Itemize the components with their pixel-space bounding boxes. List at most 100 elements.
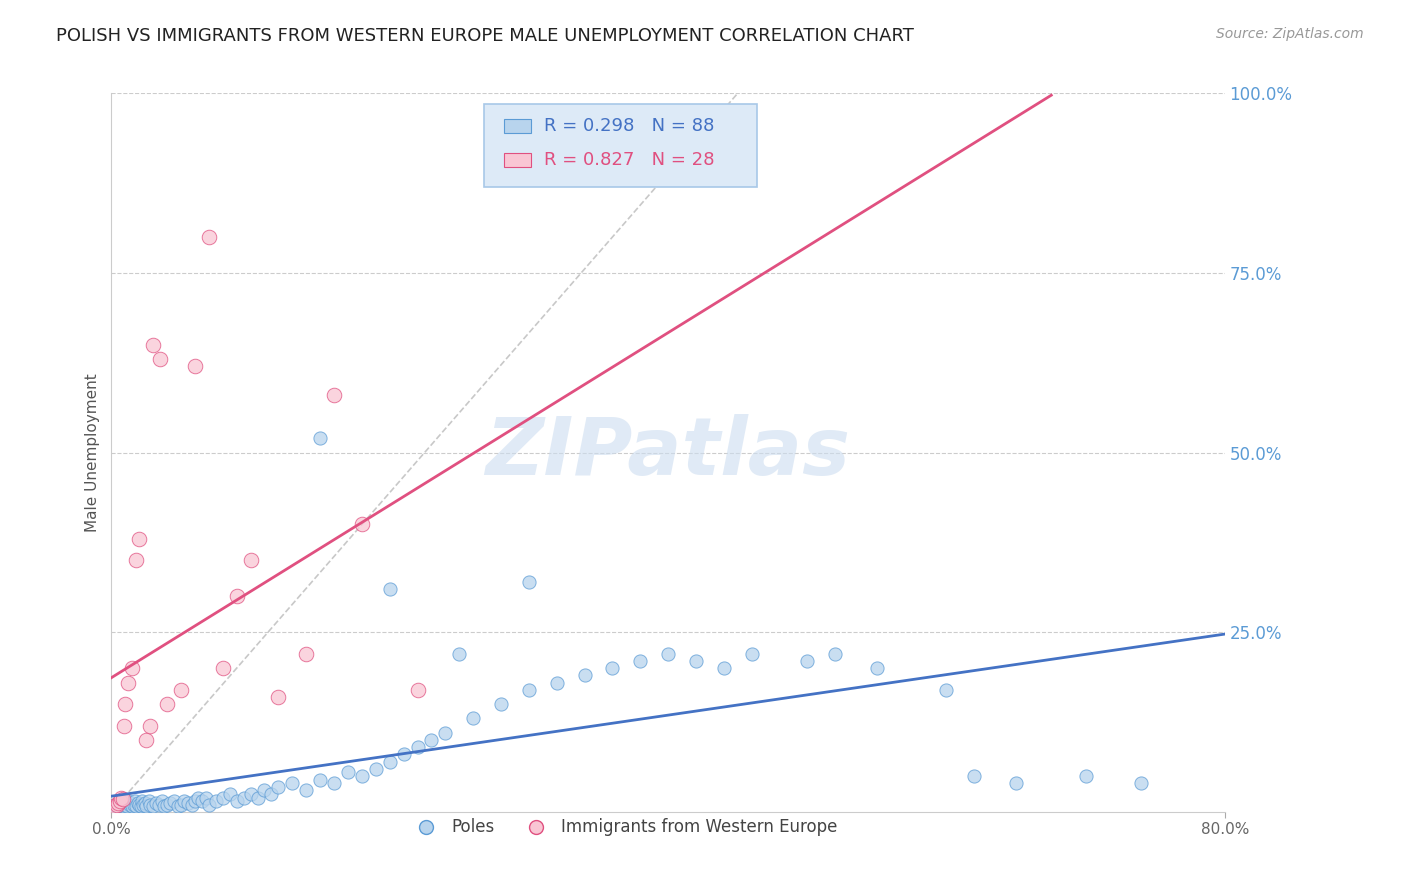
Point <box>378 582 401 596</box>
Point <box>121 661 143 675</box>
Point <box>211 790 233 805</box>
Point <box>139 719 162 733</box>
Point <box>114 697 136 711</box>
Point <box>138 794 160 808</box>
Point <box>177 797 200 811</box>
Point <box>134 797 156 811</box>
Text: ZIPatlas: ZIPatlas <box>485 414 851 491</box>
Point <box>139 797 162 812</box>
Point <box>195 790 218 805</box>
Point <box>420 733 443 747</box>
Point <box>124 794 146 808</box>
Point <box>253 783 276 797</box>
Point <box>517 574 540 589</box>
Point <box>323 776 346 790</box>
Point <box>309 431 332 445</box>
Point <box>281 776 304 790</box>
Point <box>406 740 429 755</box>
Point <box>963 769 986 783</box>
Bar <box>505 119 531 133</box>
Point <box>350 769 373 783</box>
Text: POLISH VS IMMIGRANTS FROM WESTERN EUROPE MALE UNEMPLOYMENT CORRELATION CHART: POLISH VS IMMIGRANTS FROM WESTERN EUROPE… <box>56 27 914 45</box>
Point <box>115 799 138 814</box>
Point <box>187 790 209 805</box>
Point <box>125 553 148 567</box>
Point <box>121 799 143 814</box>
Point <box>114 797 136 812</box>
Point <box>657 647 679 661</box>
Point <box>128 532 150 546</box>
Point <box>153 799 176 814</box>
Point <box>295 783 318 797</box>
Point <box>796 654 818 668</box>
Point <box>111 792 134 806</box>
Point <box>181 797 204 812</box>
Point <box>225 794 247 808</box>
Point <box>218 787 240 801</box>
Point <box>463 711 485 725</box>
Point <box>128 797 150 812</box>
Point <box>163 794 186 808</box>
Point <box>232 790 254 805</box>
Point <box>118 797 141 812</box>
Y-axis label: Male Unemployment: Male Unemployment <box>86 373 100 532</box>
Point <box>135 733 157 747</box>
Point <box>392 747 415 762</box>
Text: Source: ZipAtlas.com: Source: ZipAtlas.com <box>1216 27 1364 41</box>
Point <box>1074 769 1097 783</box>
Point <box>824 647 846 661</box>
Point <box>173 794 195 808</box>
Point <box>406 682 429 697</box>
Point <box>935 682 957 697</box>
Point <box>198 230 221 244</box>
Point <box>108 794 131 808</box>
Point <box>350 517 373 532</box>
Point <box>132 797 155 812</box>
Point <box>125 799 148 814</box>
Text: R = 0.298   N = 88: R = 0.298 N = 88 <box>544 117 714 135</box>
Point <box>127 797 149 811</box>
Point <box>156 797 179 812</box>
Point <box>574 668 596 682</box>
Point <box>184 359 207 374</box>
Point <box>364 762 387 776</box>
Point <box>120 797 142 811</box>
Point <box>246 790 269 805</box>
Point <box>103 797 125 812</box>
Point <box>1005 776 1028 790</box>
Point <box>110 790 132 805</box>
Text: R = 0.827   N = 28: R = 0.827 N = 28 <box>544 151 716 169</box>
Point <box>170 797 193 812</box>
Point <box>685 654 707 668</box>
Point <box>142 338 165 352</box>
Point <box>145 797 167 811</box>
Point <box>112 797 135 811</box>
Point <box>110 797 132 812</box>
Point <box>323 388 346 402</box>
Point <box>546 675 568 690</box>
Bar <box>505 153 531 168</box>
Legend: Poles, Immigrants from Western Europe: Poles, Immigrants from Western Europe <box>404 812 844 843</box>
Point <box>866 661 889 675</box>
Point <box>170 682 193 697</box>
Point <box>111 799 134 814</box>
Point <box>156 697 179 711</box>
Point <box>108 794 131 808</box>
Point <box>211 661 233 675</box>
Point <box>378 755 401 769</box>
Point <box>105 799 128 814</box>
Point <box>159 797 181 811</box>
Point <box>602 661 624 675</box>
Point <box>107 797 129 811</box>
Point <box>267 780 290 794</box>
FancyBboxPatch shape <box>485 104 756 186</box>
Point <box>713 661 735 675</box>
Point <box>107 797 129 811</box>
Point <box>131 794 153 808</box>
Point <box>295 647 318 661</box>
Point <box>204 794 226 808</box>
Point <box>167 799 190 814</box>
Point <box>225 590 247 604</box>
Point <box>105 797 128 812</box>
Point <box>191 794 214 808</box>
